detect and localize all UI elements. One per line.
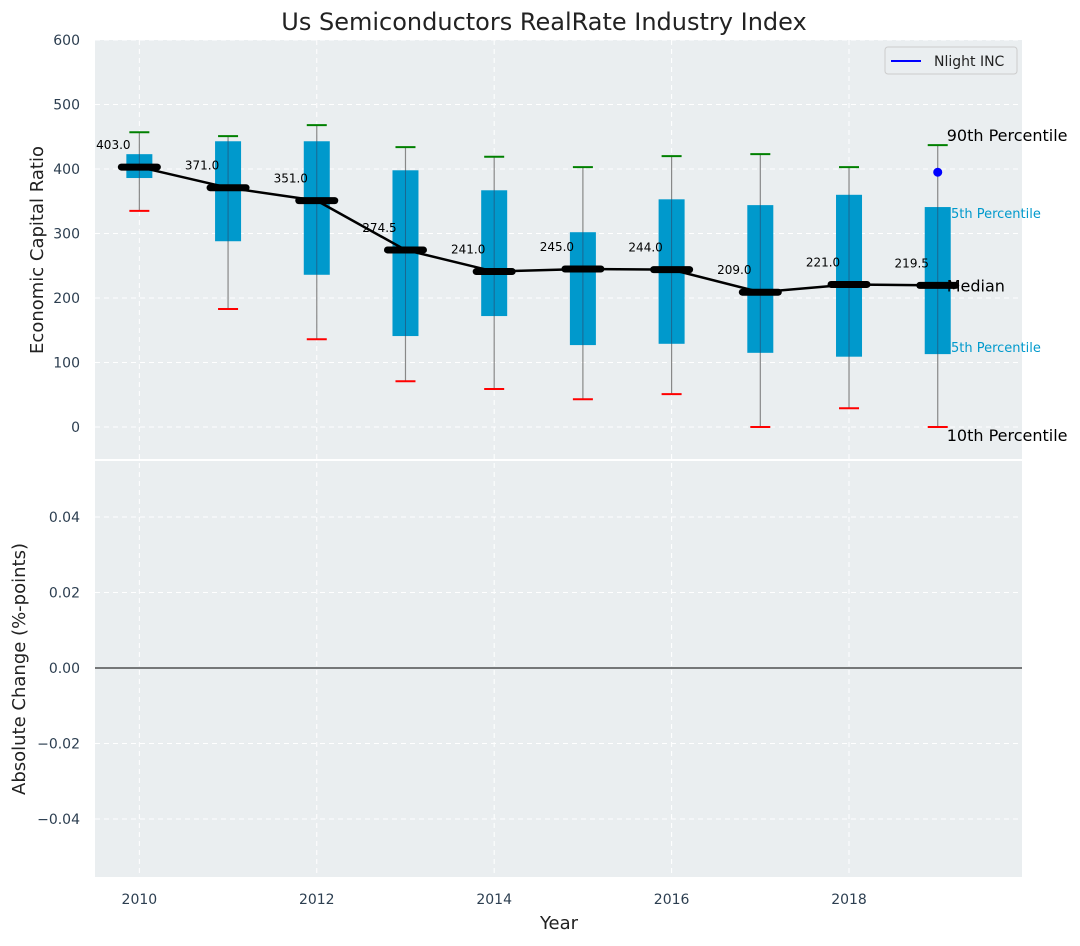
median-value-label: 221.0 [806,255,840,269]
annotation-p90: 90th Percentile [947,126,1068,145]
median-value-label: 209.0 [717,263,751,277]
bottom-y-tick-label: 0.00 [49,661,80,677]
x-tick-label: 2016 [654,892,690,908]
median-value-label: 244.0 [628,241,662,255]
bottom-y-tick-label: 0.02 [49,586,80,602]
bottom-y-tick-label: 0.04 [49,510,80,526]
bottom-y-axis-label: Absolute Change (%-points) [9,543,30,795]
top-y-tick-label: 0 [71,420,80,436]
median-value-label: 241.0 [451,243,485,257]
top-plot-area [95,40,1022,459]
bottom-plot-area [95,461,1022,877]
median-value-label: 219.5 [895,256,929,270]
top-y-tick-label: 400 [53,162,80,178]
annotation-p25: 25th Percentile [943,341,1041,356]
legend: Nlight INC [884,46,1018,75]
annotation-p75: 75th Percentile [943,207,1041,222]
legend-label-company: Nlight INC [934,54,1005,70]
bottom-y-tick-label: −0.04 [37,812,80,828]
median-value-label: 274.5 [362,221,396,235]
top-y-axis-label: Economic Capital Ratio [27,146,48,354]
top-y-tick-label: 500 [53,98,80,114]
median-value-label: 351.0 [274,172,308,186]
annotation-p10: 10th Percentile [947,426,1068,445]
bottom-y-tick-label: −0.02 [37,737,80,753]
top-y-tick-label: 600 [53,33,80,49]
x-tick-label: 2014 [476,892,512,908]
median-value-label: 403.0 [96,138,130,152]
x-axis-label: Year [539,913,579,934]
company-point [933,167,943,177]
x-tick-label: 2012 [299,892,335,908]
top-y-tick-label: 100 [53,356,80,372]
top-y-tick-label: 300 [53,227,80,243]
x-tick-label: 2018 [831,892,867,908]
median-value-label: 245.0 [540,240,574,254]
x-tick-label: 2010 [122,892,158,908]
top-y-tick-label: 200 [53,291,80,307]
median-line [139,165,938,294]
median-value-label: 371.0 [185,159,219,173]
annotation-median: Median [947,276,1005,295]
chart-title: Us Semiconductors RealRate Industry Inde… [281,8,806,36]
